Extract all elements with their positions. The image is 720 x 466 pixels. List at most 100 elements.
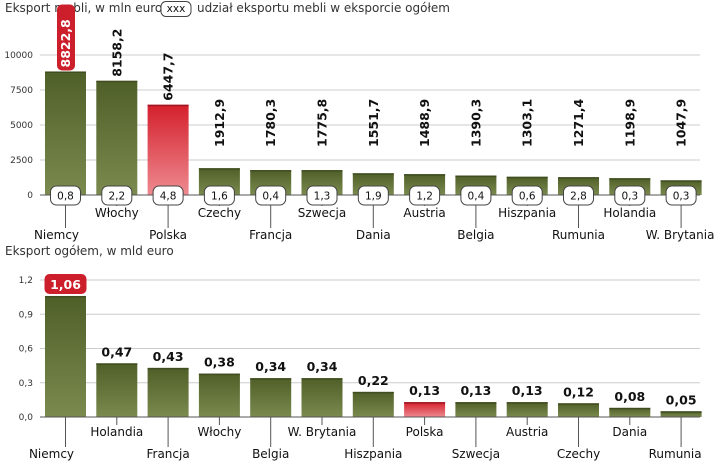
category-label: Hiszpania bbox=[344, 447, 402, 461]
bar bbox=[352, 391, 394, 417]
legend-swatch-label: xxx bbox=[167, 3, 186, 15]
bar-top-edge bbox=[352, 173, 394, 175]
share-label: 0,4 bbox=[468, 191, 485, 203]
bar bbox=[96, 363, 138, 417]
bar-top-edge bbox=[45, 71, 86, 73]
bar-top-edge bbox=[558, 177, 599, 179]
y-tick-label: 0,6 bbox=[19, 345, 34, 355]
value-label-group: 8822,8 bbox=[57, 4, 75, 71]
share-label: 0,6 bbox=[519, 191, 536, 203]
bar bbox=[147, 104, 189, 195]
category-label: Francja bbox=[249, 228, 292, 242]
value-label: 1780,3 bbox=[263, 99, 278, 147]
value-label-group: 1047,9 bbox=[674, 99, 689, 147]
bar-top-edge bbox=[250, 378, 292, 380]
category-label: Czechy bbox=[198, 206, 241, 220]
value-label: 0,13 bbox=[460, 383, 491, 398]
y-tick-label: 7500 bbox=[10, 86, 33, 96]
category-label: Rumunia bbox=[552, 228, 605, 242]
value-label: 1198,9 bbox=[622, 99, 637, 147]
value-label: 0,43 bbox=[153, 349, 184, 364]
bar-top-edge bbox=[352, 391, 394, 394]
share-label: 0,3 bbox=[673, 191, 690, 203]
value-label-group: 1775,8 bbox=[315, 99, 330, 147]
legend-label: udział eksportu mebli w eksporcie ogółem bbox=[197, 1, 450, 15]
chart-1: Eksport mebli, w mln euro 0 2500 5000 7500 10… bbox=[4, 1, 714, 242]
y-tick-label: 0,9 bbox=[19, 310, 34, 320]
value-label-group: 1551,7 bbox=[366, 99, 381, 147]
value-label-group: 1780,3 bbox=[263, 99, 278, 147]
bar-top-edge bbox=[609, 178, 651, 180]
category-label: Austria bbox=[506, 425, 548, 439]
chart-2: Eksport ogółem, w mld euro 0,0 0,3 0,6 0,9 1,… bbox=[5, 244, 702, 461]
bar-top-edge bbox=[198, 168, 240, 170]
bar-top-edge bbox=[301, 170, 343, 172]
category-label: Polska bbox=[149, 228, 187, 242]
chart-title: Eksport ogółem, w mld euro bbox=[5, 244, 174, 258]
share-label: 2,8 bbox=[570, 191, 587, 203]
share-label: 0,4 bbox=[262, 191, 279, 203]
bar-top-edge bbox=[301, 378, 343, 380]
bar-top-edge bbox=[147, 367, 189, 370]
value-label-group: 6447,7 bbox=[161, 52, 176, 100]
value-label-group: 1912,9 bbox=[212, 99, 227, 147]
bar-top-edge bbox=[506, 176, 548, 179]
bar-top-edge bbox=[506, 402, 548, 404]
share-label: 0,3 bbox=[621, 191, 638, 203]
bar-top-edge bbox=[404, 402, 446, 404]
bar bbox=[96, 80, 138, 195]
chart-title: Eksport mebli, w mln euro bbox=[5, 1, 162, 15]
share-label: 1,6 bbox=[211, 191, 228, 203]
bar-top-edge bbox=[660, 180, 702, 182]
bar-top-edge bbox=[96, 363, 138, 365]
bar-top-edge bbox=[455, 402, 497, 404]
category-label: Belgia bbox=[252, 447, 289, 461]
bar-top-edge bbox=[250, 170, 292, 172]
bar bbox=[45, 295, 86, 417]
category-label: Włochy bbox=[197, 425, 241, 439]
bar-top-edge bbox=[96, 80, 138, 83]
value-label: 0,34 bbox=[255, 359, 286, 374]
bar bbox=[301, 378, 343, 417]
value-label: 1,06 bbox=[50, 277, 81, 292]
category-label: Polska bbox=[406, 425, 444, 439]
value-label: 8822,8 bbox=[58, 19, 73, 67]
value-label: 6447,7 bbox=[161, 52, 176, 100]
share-label: 2,2 bbox=[108, 191, 125, 203]
legend: xxx udział eksportu mebli w eksporcie ogó… bbox=[160, 1, 450, 17]
category-label: Niemcy bbox=[34, 228, 79, 242]
bar bbox=[250, 378, 292, 417]
category-label: Rumunia bbox=[649, 447, 702, 461]
value-label-bg bbox=[57, 4, 75, 71]
value-label: 0,13 bbox=[409, 383, 440, 398]
category-label: Austria bbox=[403, 206, 445, 220]
value-label: 1303,1 bbox=[520, 99, 535, 147]
category-label: W. Brytania bbox=[646, 228, 715, 242]
share-label: 0,8 bbox=[57, 191, 74, 203]
bar-top-edge bbox=[198, 373, 240, 376]
value-label: 1047,9 bbox=[674, 99, 689, 147]
category-label: Włochy bbox=[95, 206, 139, 220]
bar-top-edge bbox=[455, 175, 497, 178]
value-label: 1912,9 bbox=[212, 99, 227, 147]
bar bbox=[455, 402, 497, 417]
bar bbox=[198, 373, 240, 417]
value-label-group: 1303,1 bbox=[520, 99, 535, 147]
y-tick-label: 2500 bbox=[10, 156, 33, 166]
share-label: 1,2 bbox=[416, 191, 433, 203]
y-tick-label: 1,2 bbox=[19, 276, 33, 286]
category-label: Holandia bbox=[603, 206, 656, 220]
value-label: 0,34 bbox=[307, 359, 338, 374]
bar-top-edge bbox=[147, 104, 189, 107]
share-label: 1,3 bbox=[314, 191, 331, 203]
bar bbox=[147, 367, 189, 417]
value-label-bg bbox=[44, 273, 87, 294]
value-label-group: 1271,4 bbox=[571, 98, 586, 147]
category-label: Szwecja bbox=[452, 447, 500, 461]
y-tick-label: 0 bbox=[27, 191, 33, 201]
bar-top-edge bbox=[558, 403, 599, 405]
value-label: 8158,2 bbox=[109, 29, 124, 77]
share-label: 1,9 bbox=[365, 191, 382, 203]
value-label-group: 1488,9 bbox=[417, 99, 432, 147]
